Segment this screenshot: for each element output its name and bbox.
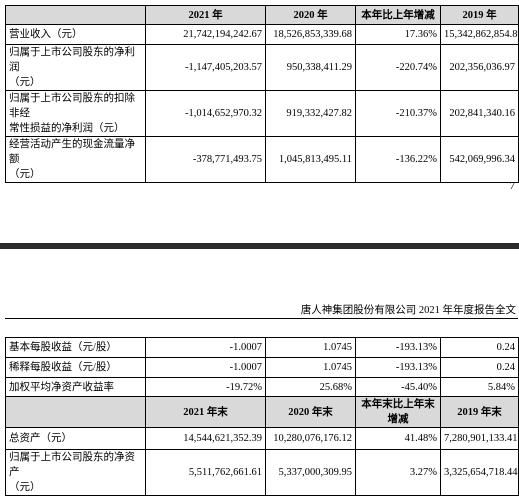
value-cell: -19.72% [145,377,266,397]
value-cell: 5.84% [440,377,519,397]
value-cell: -136.22% [355,136,441,183]
label-cell: 基本每股收益（元/股） [5,337,146,358]
label-cell: 加权平均净资产收益率 [5,377,146,397]
label-cell: 归属于上市公司股东的扣除非经 常性损益的净利润（元） [5,90,146,137]
value-cell: -220.74% [355,44,441,91]
value-cell: -1.0007 [145,357,266,378]
value-cell: 14,544,621,352.39 [145,427,266,450]
value-cell: 17.36% [355,24,441,45]
value-cell: -1.0007 [145,337,266,358]
label-cell: 归属于上市公司股东的净利润 （元） [5,44,146,91]
header-cell: 2021 年 [145,5,266,25]
value-cell: 950,338,411.29 [265,44,356,91]
value-cell: -210.37% [355,90,441,137]
table-2: 基本每股收益（元/股） -1.0007 1.0745 -193.13% 0.24 稀释每股… [5,337,519,496]
data-row: 加权平均净资产收益率 -19.72% 25.68% -45.40% 5.84% [5,377,519,397]
value-cell: -1,014,652,970.32 [145,90,266,137]
page-break-bar [0,243,519,249]
value-cell: 919,332,427.82 [265,90,356,137]
value-cell: 10,280,076,176.12 [265,427,356,450]
value-cell: 0.24 [440,357,519,378]
data-row: 归属于上市公司股东的净利润 （元） -1,147,405,203.57 950,33… [5,44,519,91]
header-cell: 2019 年 [440,5,519,25]
value-cell: 0.24 [440,337,519,358]
value-cell: 21,742,194,242.67 [145,24,266,45]
label-cell: 稀释每股收益（元/股） [5,357,146,378]
header-cell [5,5,146,25]
value-cell: 1.0745 [265,337,356,358]
value-cell: 15,342,862,854.89 [440,24,519,45]
data-row: 归属于上市公司股东的净资产 （元） 5,511,762,661.61 5,337,0… [5,449,519,496]
value-cell: 1,045,813,495.11 [265,136,356,183]
report-title: 唐人神集团股份有限公司 2021 年年度报告全文 [300,305,516,316]
data-row: 归属于上市公司股东的扣除非经 常性损益的净利润（元） -1,014,652,970… [5,90,519,137]
data-row: 营业收入（元） 21,742,194,242.67 18,526,853,339.6… [5,24,519,45]
value-cell: 202,356,036.97 [440,44,519,91]
header-row: 2021 年末 2020 年末 本年末比上年末增减 2019 年末 [5,396,519,428]
table-1: 2021 年 2020 年本年比上年增减 2019 年营业收入（元） 21,742,1… [5,5,519,183]
value-cell: 41.48% [355,427,441,450]
data-row: 基本每股收益（元/股） -1.0007 1.0745 -193.13% 0.24 [5,337,519,358]
value-cell: 542,069,996.34 [440,136,519,183]
label-cell: 总资产（元） [5,427,146,450]
header-cell: 2020 年末 [265,396,356,428]
header-cell: 本年末比上年末增减 [355,396,441,428]
label-cell: 归属于上市公司股东的净资产 （元） [5,449,146,496]
value-cell: 1.0745 [265,357,356,378]
value-cell: -193.13% [355,337,441,358]
value-cell: -193.13% [355,357,441,378]
value-cell: 5,511,762,661.61 [145,449,266,496]
header-cell [5,396,146,428]
header-cell: 本年比上年增减 [355,5,441,25]
value-cell: 3.27% [355,449,441,496]
value-cell: -1,147,405,203.57 [145,44,266,91]
value-cell: 18,526,853,339.68 [265,24,356,45]
value-cell: 5,337,000,309.95 [265,449,356,496]
header-cell: 2019 年末 [440,396,519,428]
page-number: 7 [509,180,516,192]
value-cell: 3,325,654,718.44 [440,449,519,496]
header-row: 2021 年 2020 年本年比上年增减 2019 年 [5,5,519,25]
value-cell: 7,280,901,133.41 [440,427,519,450]
header-cell: 2021 年末 [145,396,266,428]
value-cell: 202,841,340.16 [440,90,519,137]
data-row: 稀释每股收益（元/股） -1.0007 1.0745 -193.13% 0.24 [5,357,519,378]
header-rule [5,318,518,319]
value-cell: 25.68% [265,377,356,397]
data-row: 总资产（元） 14,544,621,352.39 10,280,076,176.12… [5,427,519,450]
data-row: 经营活动产生的现金流量净额 （元） -378,771,493.75 1,045,81… [5,136,519,183]
page: 2021 年 2020 年本年比上年增减 2019 年营业收入（元） 21,742,1… [0,5,519,496]
value-cell: -378,771,493.75 [145,136,266,183]
label-cell: 经营活动产生的现金流量净额 （元） [5,136,146,183]
label-cell: 营业收入（元） [5,24,146,45]
value-cell: -45.40% [355,377,441,397]
header-cell: 2020 年 [265,5,356,25]
